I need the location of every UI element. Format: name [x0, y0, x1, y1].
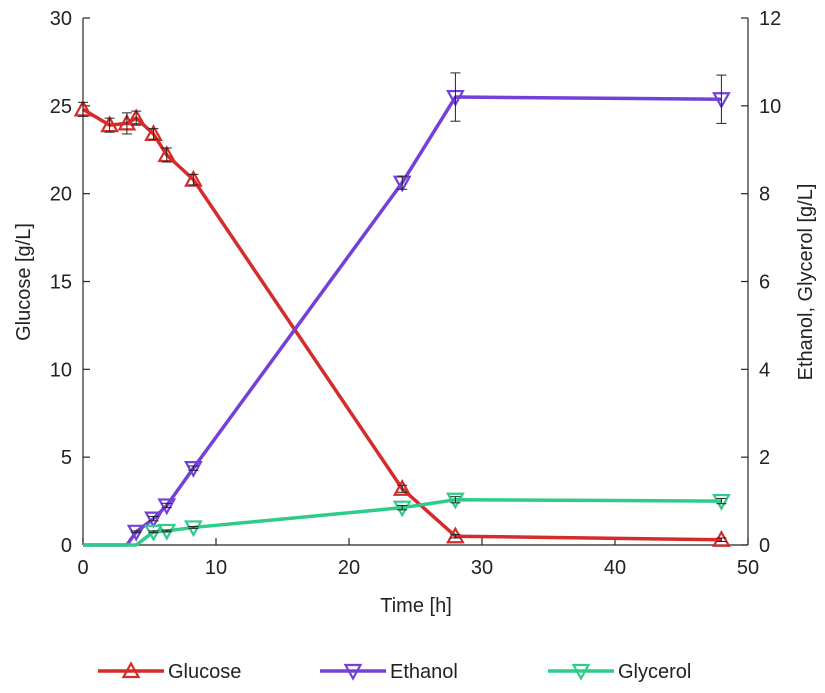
y-left-tick-label: 5 [61, 447, 72, 469]
x-tick-label: 40 [604, 557, 626, 579]
y-right-tick-label: 2 [759, 447, 770, 469]
legend-label-glycerol: Glycerol [618, 661, 691, 683]
y-left-tick-label: 20 [50, 184, 72, 206]
y-right-tick-label: 12 [759, 8, 781, 30]
series-glucose [76, 102, 729, 546]
x-tick-label: 50 [737, 557, 759, 579]
x-tick-label: 20 [338, 557, 360, 579]
legend-item-ethanol: Ethanol [320, 661, 458, 683]
legend-item-glycerol: Glycerol [548, 661, 691, 683]
legend-item-glucose: Glucose [98, 661, 241, 683]
y-right-tick-label: 10 [759, 96, 781, 118]
x-tick-label: 0 [77, 557, 88, 579]
legend-label-ethanol: Ethanol [390, 661, 458, 683]
y-left-tick-label: 0 [61, 535, 72, 557]
x-tick-label: 10 [205, 557, 227, 579]
y-left-tick-label: 30 [50, 8, 72, 30]
y-left-tick-label: 10 [50, 359, 72, 381]
x-axis-title: Time [h] [380, 595, 452, 617]
y-right-tick-label: 0 [759, 535, 770, 557]
y-right-tick-label: 4 [759, 359, 770, 381]
y-right-tick-label: 6 [759, 272, 770, 294]
y-left-tick-label: 25 [50, 96, 72, 118]
series-layer [76, 73, 729, 546]
y-right-tick-label: 8 [759, 184, 770, 206]
legend: Glucose Ethanol Glycerol [98, 661, 691, 683]
y-left-tick-label: 15 [50, 272, 72, 294]
series-ethanol [83, 73, 729, 545]
y-axis-right-title: Ethanol, Glycerol [g/L] [795, 184, 817, 381]
series-line-glucose [83, 109, 721, 539]
x-tick-label: 30 [471, 557, 493, 579]
legend-label-glucose: Glucose [168, 661, 241, 683]
y-axis-left-title: Glucose [g/L] [13, 223, 35, 341]
